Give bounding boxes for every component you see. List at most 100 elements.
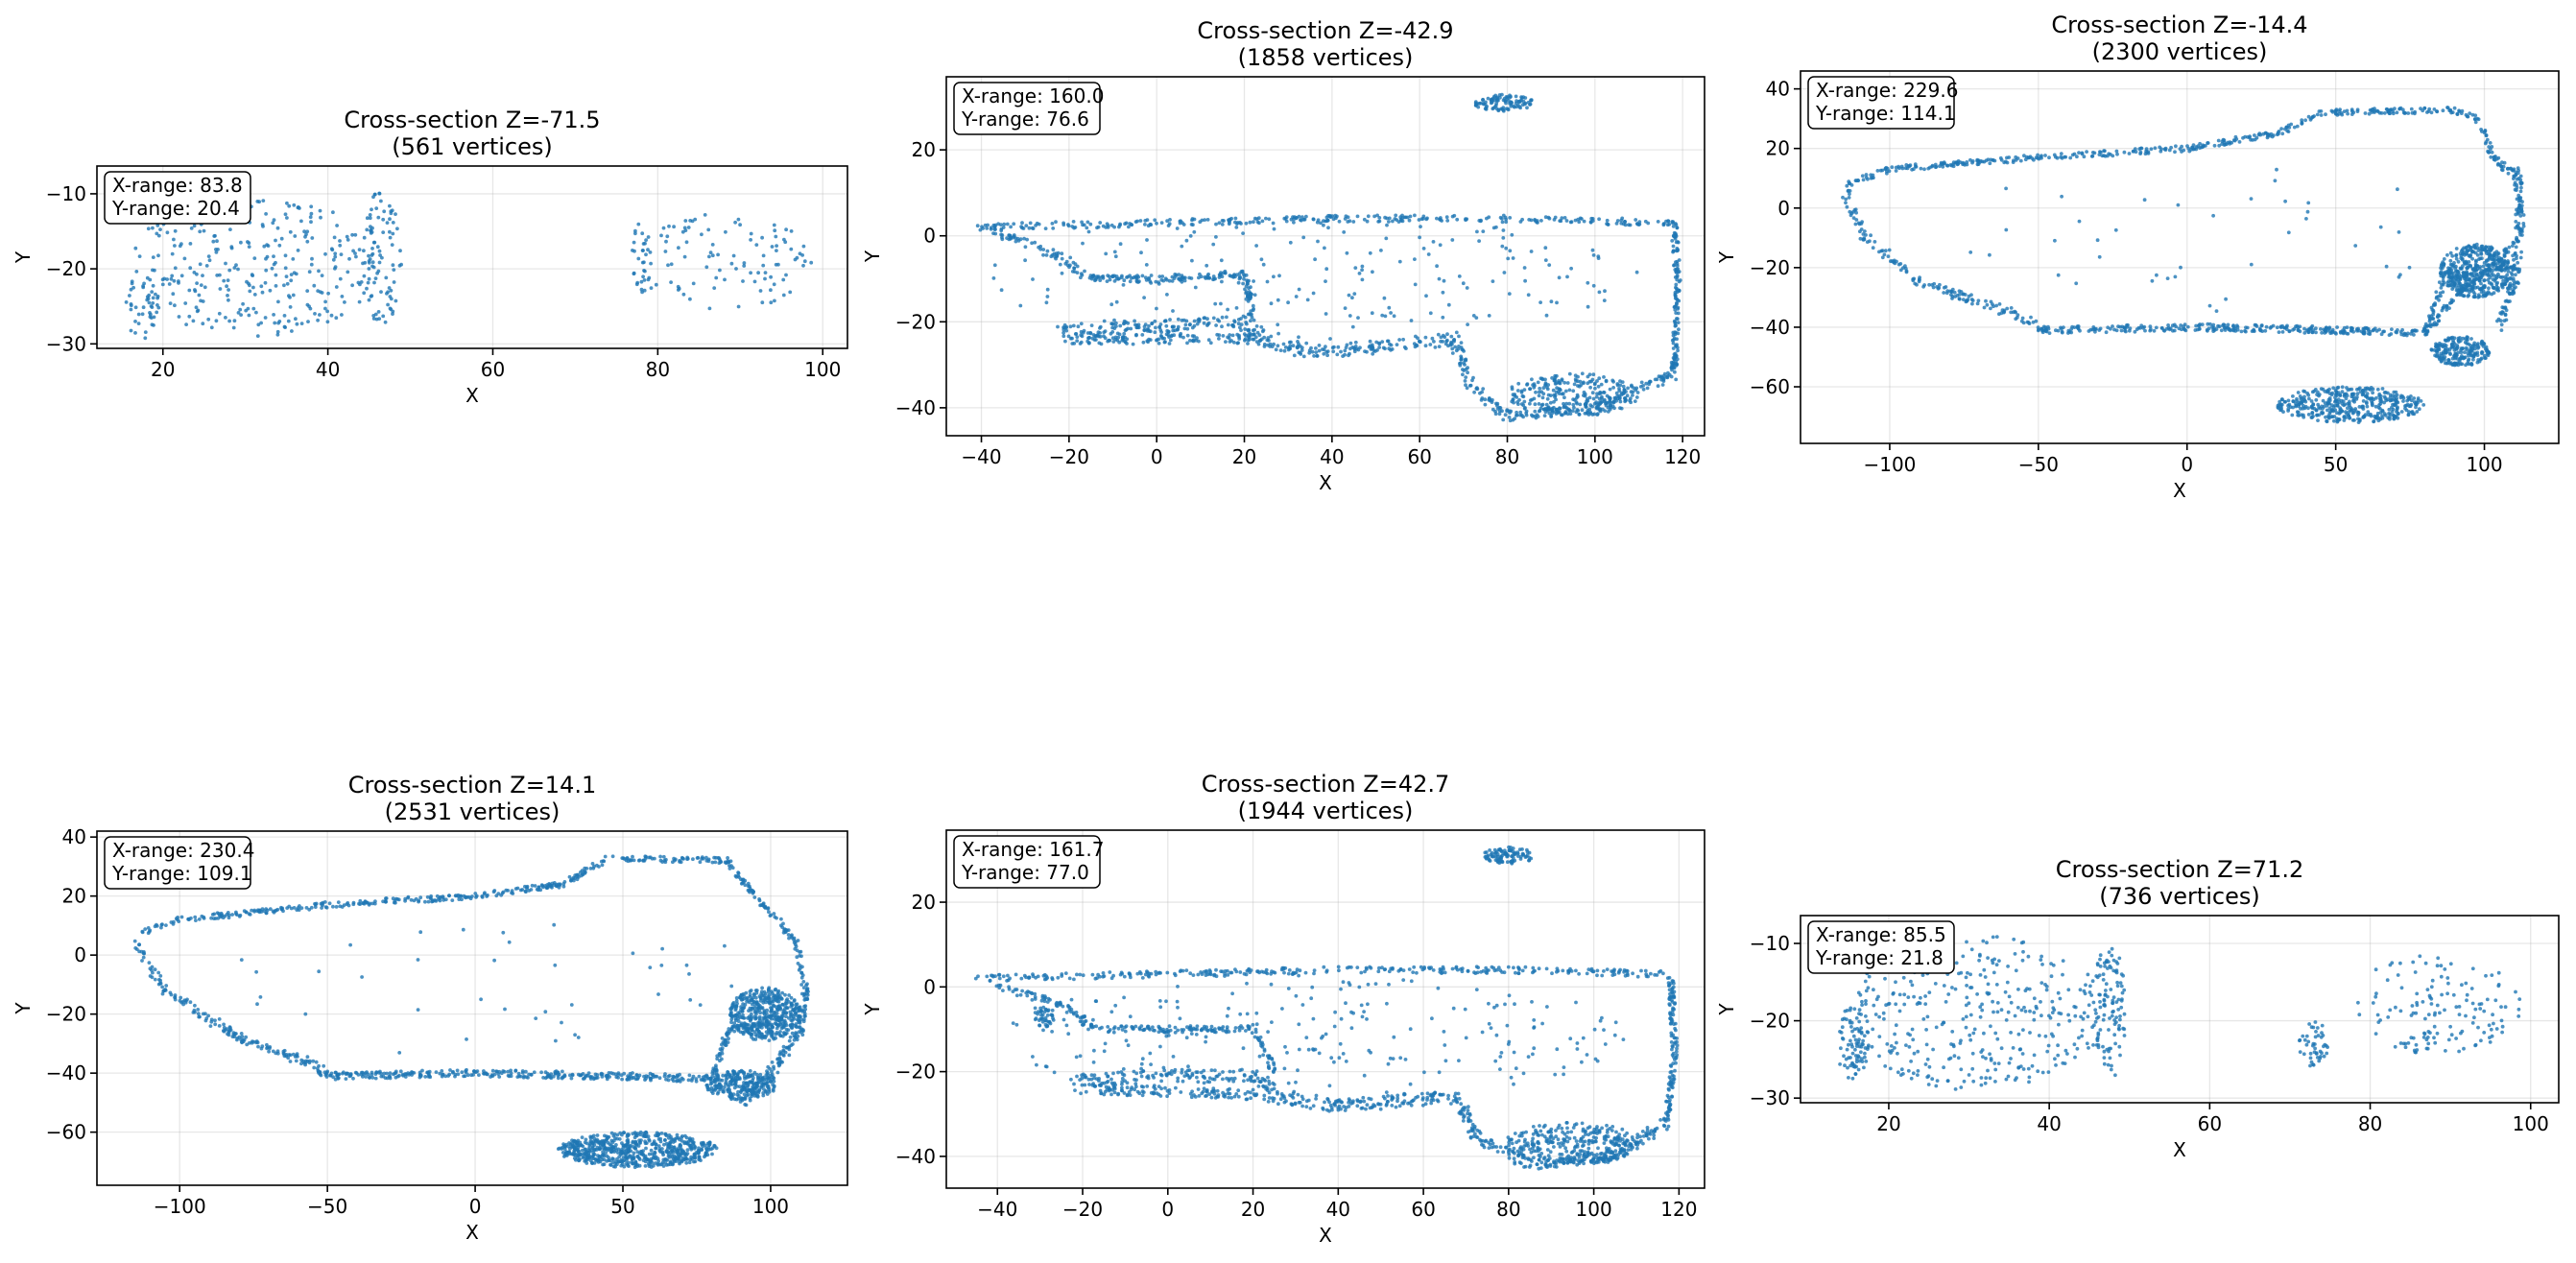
data-point [1428, 343, 1433, 346]
data-point [2138, 150, 2143, 155]
data-point [1220, 324, 1224, 329]
data-point [2348, 416, 2351, 420]
data-point [1673, 294, 1678, 298]
data-point [1043, 226, 1048, 231]
data-point [1348, 314, 1352, 318]
data-point [2503, 305, 2508, 310]
data-point [150, 290, 155, 294]
data-point [236, 311, 241, 315]
data-point [1675, 226, 1680, 230]
data-point [2487, 245, 2491, 250]
data-point [1185, 333, 1190, 338]
data-point [2444, 344, 2448, 348]
data-point [1283, 346, 1288, 349]
data-point [1466, 370, 1469, 375]
data-point [2295, 410, 2300, 415]
data-point [191, 319, 196, 323]
data-point [632, 240, 636, 245]
data-point [365, 227, 370, 232]
data-point [2464, 259, 2469, 264]
data-point [1409, 319, 1414, 322]
data-point [2506, 290, 2510, 294]
data-point [1060, 251, 1064, 256]
data-point [1853, 207, 1858, 212]
data-point [143, 330, 148, 334]
data-point [195, 309, 200, 314]
data-point [2302, 413, 2305, 417]
data-point [1536, 380, 1540, 385]
data-point [2422, 326, 2427, 331]
data-point [274, 284, 278, 288]
data-point [646, 235, 651, 239]
data-point [225, 284, 229, 289]
data-point [1653, 377, 1658, 382]
data-point [1075, 335, 1080, 339]
data-point [1030, 226, 1035, 230]
data-point [2312, 114, 2317, 118]
data-point [1671, 225, 1676, 228]
data-point [2473, 268, 2478, 273]
data-point [2474, 273, 2479, 277]
data-point [1537, 409, 1541, 414]
data-point [2124, 329, 2128, 334]
data-point [1915, 282, 1919, 287]
data-point [2134, 150, 2138, 155]
data-point [2448, 258, 2453, 263]
data-point [1553, 382, 1558, 386]
data-point [2445, 252, 2449, 257]
data-point [1014, 239, 1018, 244]
data-point [1529, 250, 1534, 253]
data-point [287, 203, 292, 208]
data-point [1437, 345, 1442, 348]
data-point [2174, 324, 2179, 329]
subplot-subtitle: (2300 vertices) [2092, 38, 2268, 65]
data-point [1343, 352, 1347, 357]
data-point [285, 201, 289, 205]
data-point [2277, 330, 2281, 334]
data-point [2015, 313, 2020, 318]
data-point [2500, 168, 2505, 173]
data-point [1214, 222, 1218, 226]
data-point [1128, 222, 1133, 226]
data-point [1442, 278, 1446, 283]
data-point [2516, 270, 2520, 274]
data-point [1600, 396, 1604, 401]
data-point [1096, 330, 1101, 335]
data-point [1910, 167, 1914, 172]
data-point [1387, 305, 1392, 310]
data-point [2448, 107, 2453, 112]
data-point [2453, 351, 2458, 356]
data-point [1041, 248, 1046, 251]
data-point [2249, 262, 2254, 267]
data-point [1597, 290, 1602, 295]
data-point [2206, 322, 2210, 326]
data-point [1413, 257, 1417, 261]
data-point [2412, 333, 2416, 337]
data-point [1914, 164, 1918, 169]
data-point [1360, 264, 1365, 269]
data-point [1109, 223, 1114, 227]
data-point [2486, 257, 2491, 262]
data-point [1441, 340, 1445, 344]
data-point [1097, 275, 1101, 280]
data-point [1195, 322, 1200, 326]
data-point [1211, 316, 1216, 321]
data-point [1516, 402, 1520, 406]
data-point [1500, 220, 1505, 225]
data-point [2442, 257, 2446, 261]
data-point [1565, 274, 1569, 279]
data-point [2314, 330, 2318, 335]
data-point [131, 285, 136, 290]
data-point [2098, 326, 2103, 331]
data-point [231, 325, 236, 330]
axes-frame [96, 165, 848, 349]
data-point [1560, 377, 1564, 382]
data-point [1851, 216, 1856, 221]
data-point [2409, 394, 2413, 398]
data-point [1954, 160, 1959, 165]
data-point [1064, 328, 1069, 333]
data-point [1120, 335, 1125, 340]
data-point [1632, 386, 1636, 391]
data-point [1593, 386, 1597, 391]
data-point [327, 901, 332, 906]
